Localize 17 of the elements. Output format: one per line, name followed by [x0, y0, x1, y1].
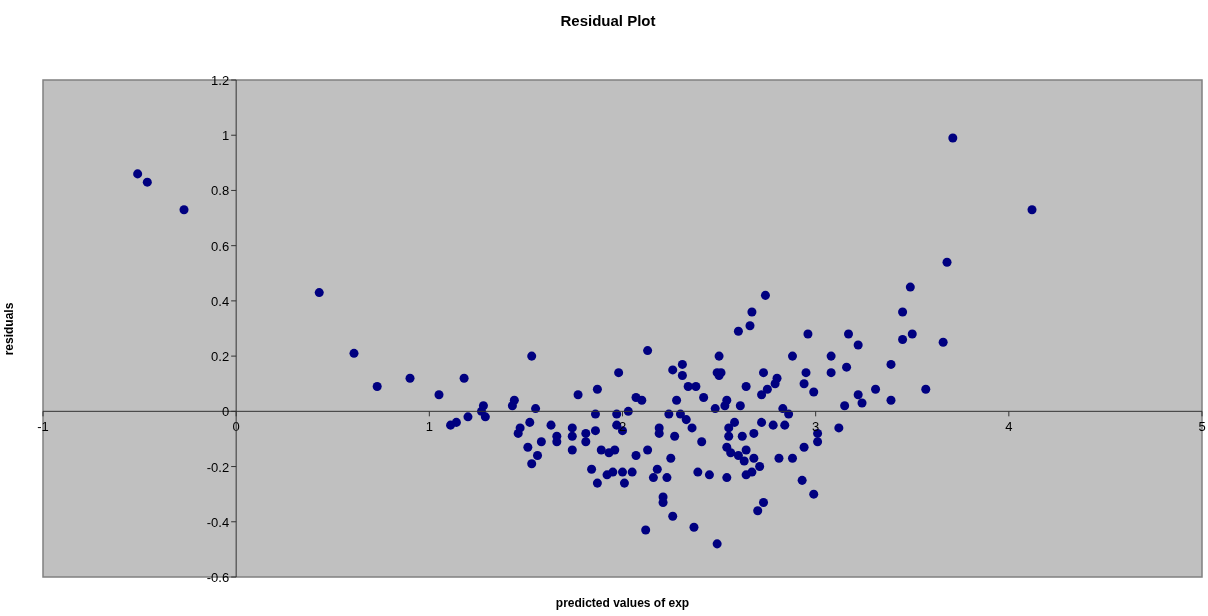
chart-title: Residual Plot	[559, 12, 657, 29]
y-tick-label: 1	[221, 128, 230, 144]
y-axis-title: residuals	[2, 301, 17, 357]
x-tick-label: 4	[1005, 419, 1013, 435]
y-tick-label: -0.2	[206, 459, 230, 475]
y-tick-label: 0.4	[211, 293, 230, 309]
y-tick-label: 1.2	[211, 73, 230, 88]
x-tick-label: 0	[232, 419, 240, 435]
y-tick-label: -0.6	[206, 570, 230, 585]
x-axis-title: predicted values of exp	[554, 596, 691, 610]
x-tick-label: 5	[1198, 419, 1206, 435]
x-tick-label: 1	[425, 419, 433, 435]
y-tick-label: 0.6	[211, 238, 230, 254]
y-tick-label: 0.8	[211, 183, 230, 199]
y-tick-label: -0.4	[206, 514, 230, 530]
x-tick-label: -1	[37, 419, 49, 435]
y-tick-label: 0.2	[211, 349, 230, 365]
